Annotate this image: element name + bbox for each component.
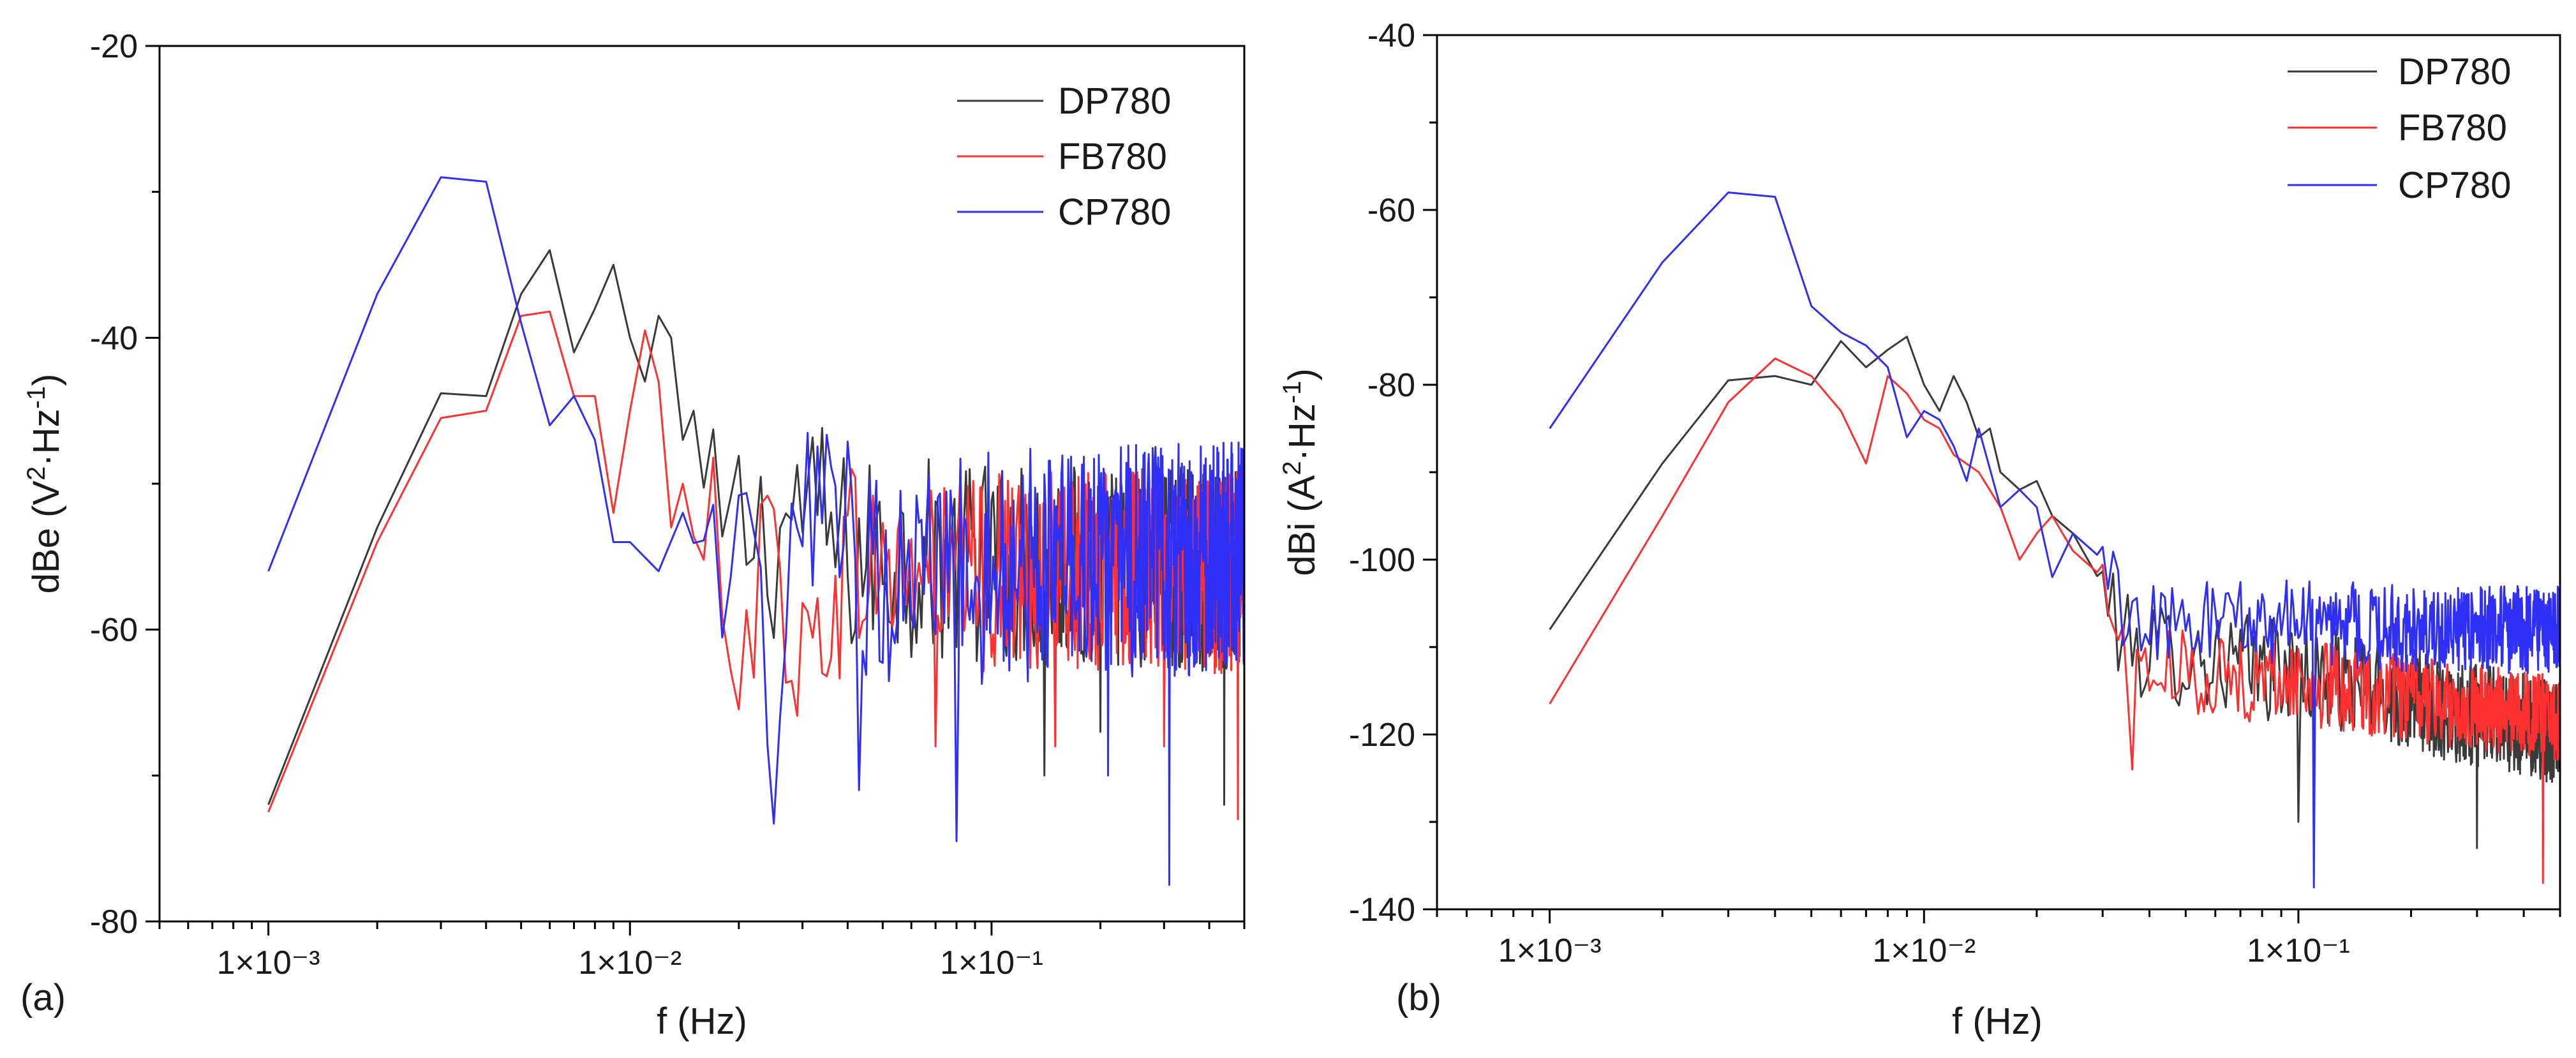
panel-a-line-cp780 (267, 176, 1246, 886)
panel-b-xlabel: f (Hz) (1952, 1001, 2043, 1042)
panel-a-ytick-label: -60 (90, 612, 138, 649)
panel-a-ytick-label: -20 (90, 28, 138, 65)
panel-a-label: (a) (20, 977, 66, 1018)
panel-b: -140 -120 -100 -80 -60 -40 1×10⁻³ 1×10⁻²… (1278, 17, 2561, 1042)
panel-b-series (1549, 191, 2561, 889)
panel-a-legend-dp780: DP780 (1058, 80, 1171, 122)
panel-b-xtick-label: 1×10⁻¹ (2247, 932, 2350, 969)
panel-b-xtick-label: 1×10⁻³ (1498, 932, 1602, 969)
panel-a-legend: DP780 FB780 CP780 (957, 80, 1171, 233)
panel-b-ylabel: dBi (A2·Hz-1) (1278, 368, 1323, 576)
panel-a-xtick-label: 1×10⁻² (578, 944, 681, 981)
panel-b-line-fb780 (1549, 357, 2561, 884)
panel-a-xlabel: f (Hz) (657, 1001, 747, 1042)
panel-b-xtick-label: 1×10⁻² (1872, 932, 1976, 969)
panel-a-ytick-label: -40 (90, 320, 138, 357)
panel-b-line-dp780 (1549, 336, 2561, 858)
panel-a-ticks (145, 45, 1246, 935)
panel-b-line-cp780 (1549, 191, 2561, 889)
panel-b-ytick-label: -40 (1367, 17, 1415, 54)
panel-b-ytick-label: -80 (1367, 367, 1415, 404)
panel-a-xtick-label: 1×10⁻¹ (940, 944, 1043, 981)
panel-b-ytick-label: -140 (1349, 891, 1415, 928)
panel-a: -80 -60 -40 -20 1×10⁻³ 1×10⁻² 1×10⁻¹ f (… (20, 28, 1246, 1042)
panel-a-xtick-label: 1×10⁻³ (217, 944, 320, 981)
panel-a-legend-fb780: FB780 (1058, 136, 1167, 177)
panel-a-ylabel: dBe (V2·Hz-1) (22, 374, 67, 594)
panel-b-ytick-label: -120 (1349, 717, 1415, 754)
panel-b-ticks (1423, 34, 2561, 923)
panel-a-legend-cp780: CP780 (1058, 191, 1171, 233)
panel-b-legend-cp780: CP780 (2398, 165, 2511, 206)
panel-b-label: (b) (1396, 977, 1441, 1018)
panel-b-legend-dp780: DP780 (2398, 51, 2511, 93)
panel-a-ytick-label: -80 (90, 904, 138, 941)
panel-b-ytick-label: -100 (1349, 542, 1415, 579)
panel-a-series (267, 176, 1246, 886)
panel-b-frame (1436, 34, 2561, 911)
panel-b-ytick-label: -60 (1367, 192, 1415, 229)
panel-b-legend: DP780 FB780 CP780 (2288, 51, 2511, 206)
panel-b-legend-fb780: FB780 (2398, 107, 2507, 149)
